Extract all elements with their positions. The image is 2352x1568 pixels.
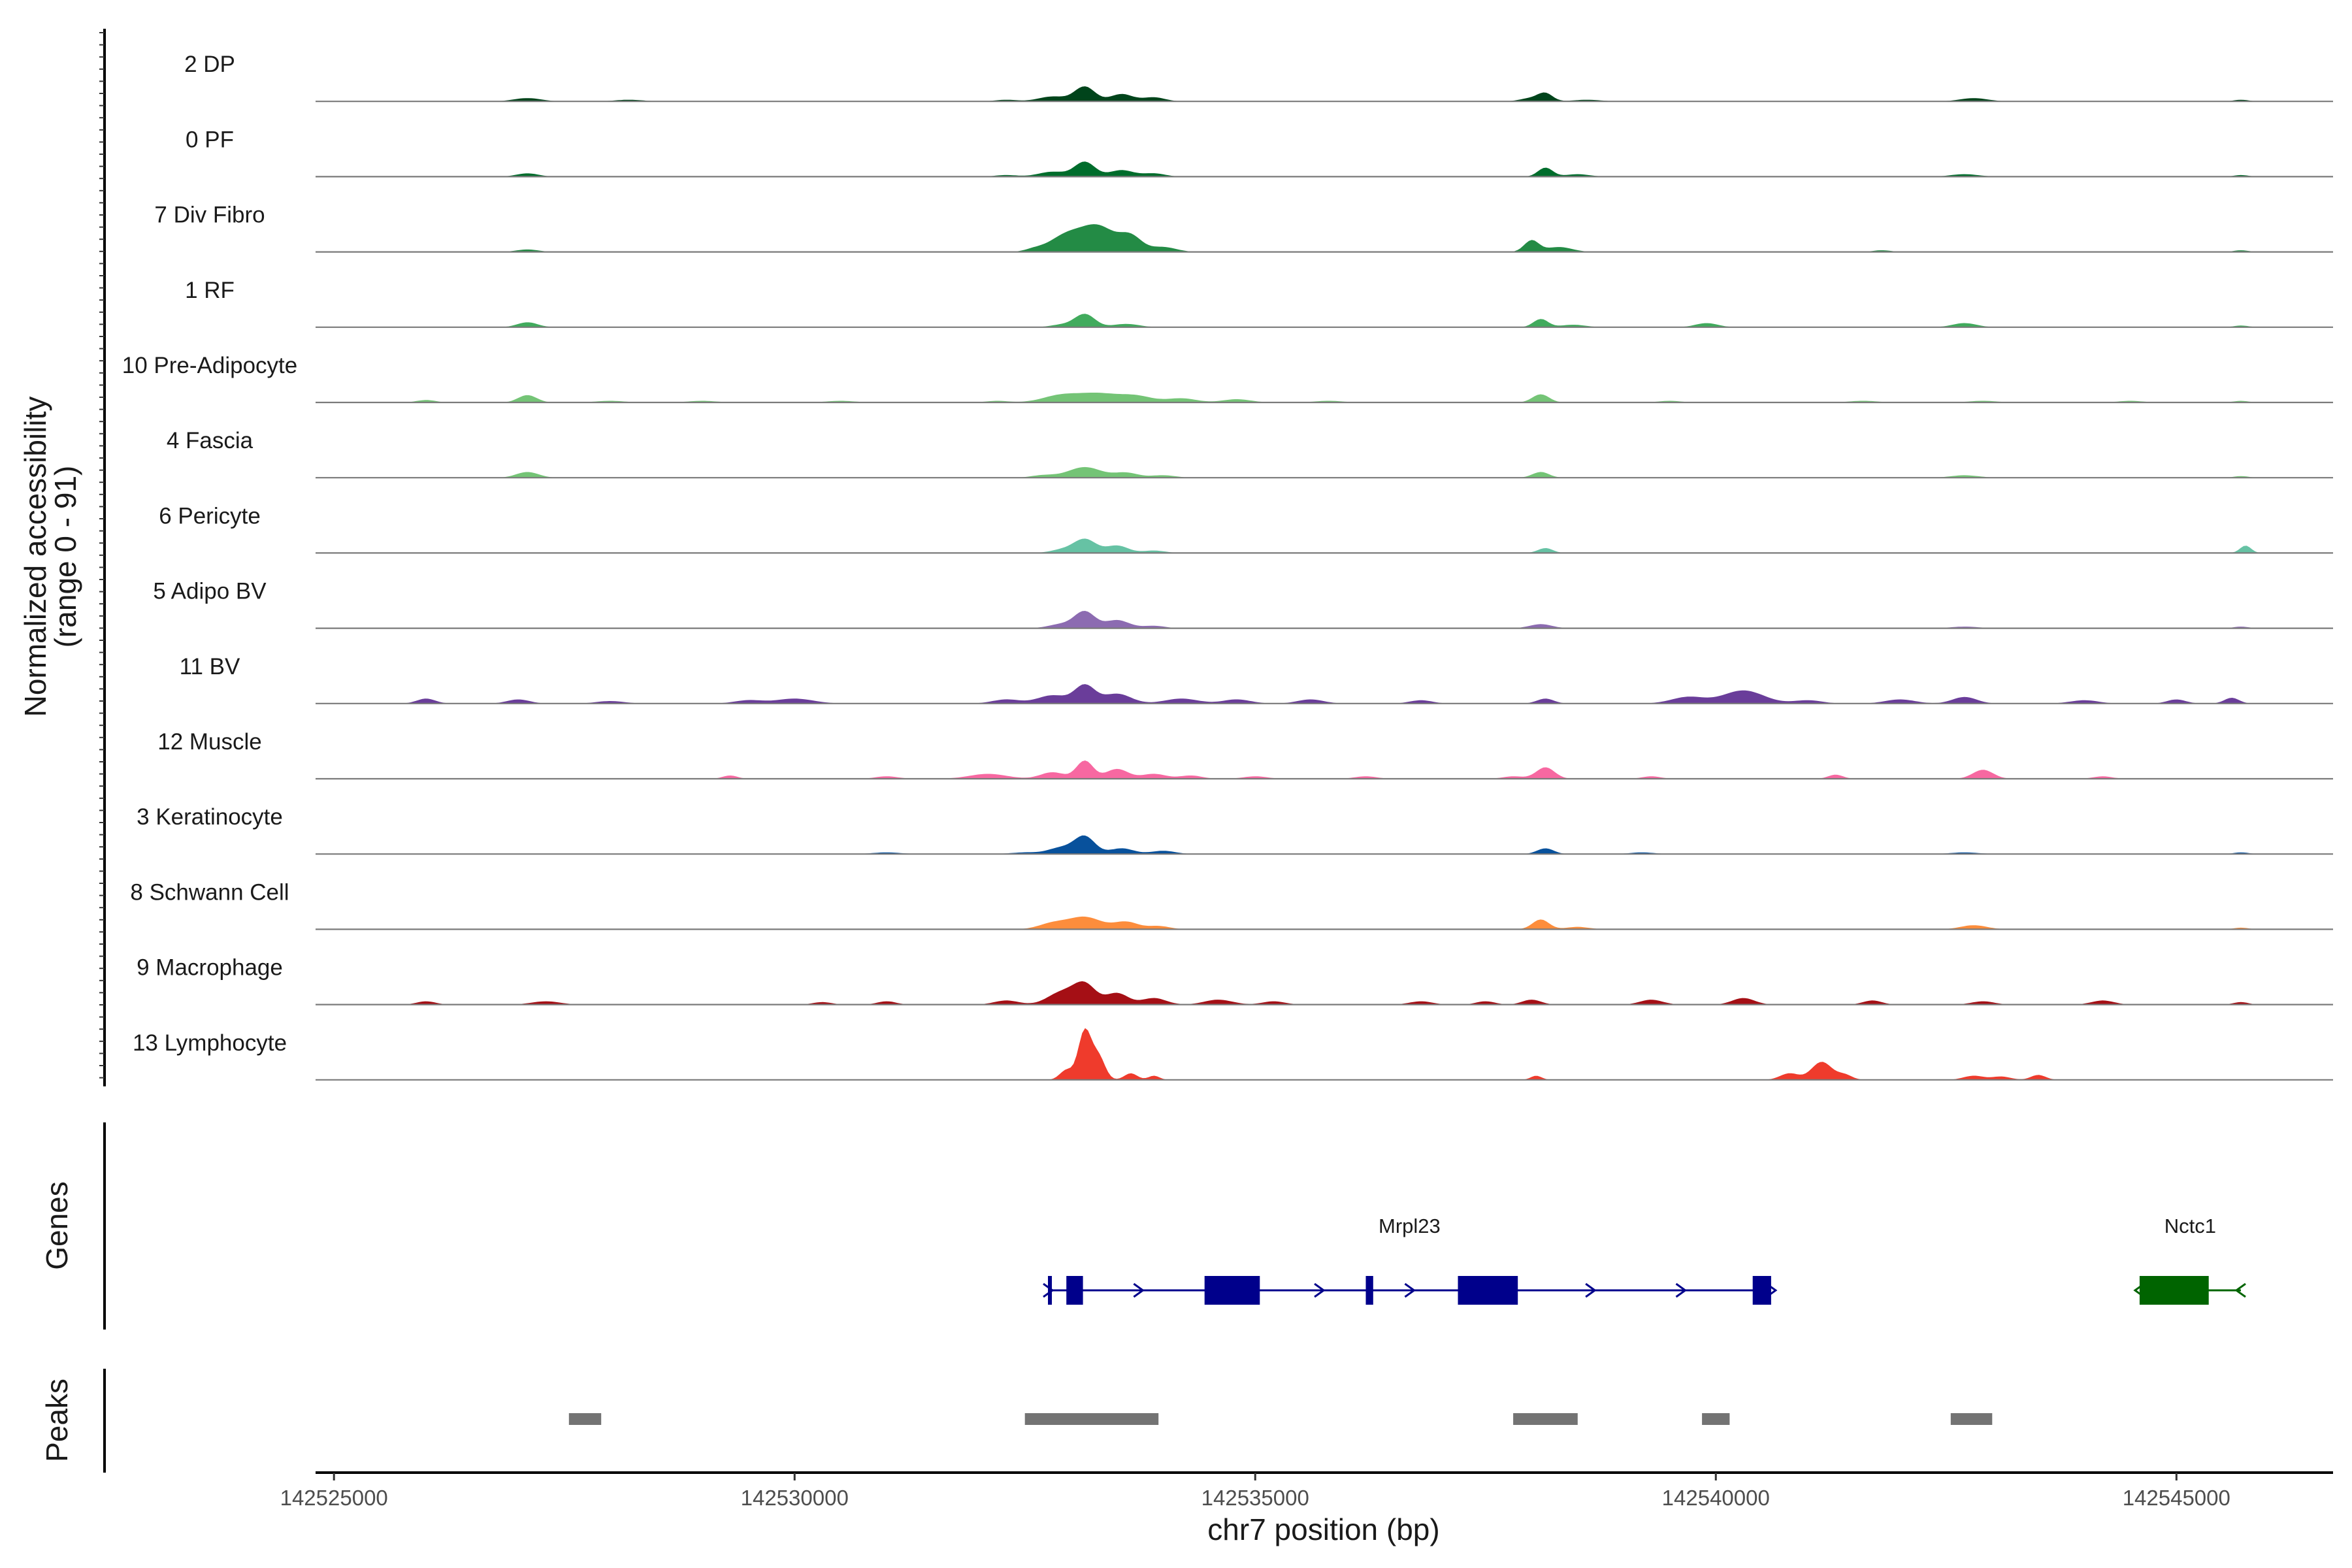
y-axis-range: (range 0 - 91)	[48, 466, 82, 648]
track-13: 13 Lymphocyte	[133, 1028, 2333, 1081]
gene-exon	[1048, 1276, 1052, 1305]
x-tick-label: 142535000	[1201, 1486, 1309, 1510]
genes-track-title: Genes	[40, 1181, 74, 1270]
track-area	[316, 314, 2333, 327]
gene-exon	[1458, 1276, 1518, 1305]
peaks-track-title: Peaks	[40, 1379, 74, 1462]
x-tick-label: 142540000	[1662, 1486, 1770, 1510]
track-label: 2 DP	[184, 52, 235, 77]
track-area	[316, 835, 2333, 855]
peak-region	[1702, 1413, 1730, 1425]
peak-region	[568, 1413, 602, 1425]
track-label: 12 Muscle	[157, 729, 262, 755]
x-tick-label: 142525000	[280, 1486, 388, 1510]
coverage-tracks: 2 DP 0 PF 7 Div Fibro 1 RF 10 Pre-Adipocyte 4…	[122, 52, 2333, 1081]
strand-arrow	[1043, 1282, 1054, 1298]
x-tick-label: 142530000	[741, 1486, 849, 1510]
track-3: 1 RF	[185, 278, 2333, 328]
track-label: 7 Div Fibro	[154, 203, 265, 228]
track-label: 10 Pre-Adipocyte	[122, 353, 297, 378]
track-9: 12 Muscle	[157, 729, 2333, 780]
track-label: 0 PF	[186, 127, 234, 152]
gene-label: Mrpl23	[1379, 1215, 1441, 1237]
gene-label: Nctc1	[2164, 1215, 2216, 1237]
track-area	[316, 538, 2333, 553]
track-8: 11 BV	[180, 654, 2333, 704]
gene-exon	[1204, 1276, 1260, 1305]
track-0: 2 DP	[184, 52, 2333, 103]
gene-mrpl23: Mrpl23	[1043, 1215, 1778, 1305]
track-area	[316, 224, 2333, 252]
track-4: 10 Pre-Adipocyte	[122, 353, 2333, 404]
gene-nctc1: Nctc1	[2133, 1215, 2246, 1305]
strand-arrow	[1314, 1282, 1326, 1298]
strand-arrow	[1675, 1282, 1688, 1298]
track-label: 3 Keratinocyte	[137, 804, 283, 830]
x-axis-title: chr7 position (bp)	[1207, 1512, 1439, 1546]
track-label: 5 Adipo BV	[153, 579, 267, 604]
strand-arrow	[1133, 1282, 1145, 1298]
peak-region	[1024, 1413, 1159, 1425]
genes-track: Mrpl23 Nctc1	[1043, 1215, 2246, 1305]
track-area	[316, 86, 2333, 102]
x-tick-label: 142545000	[2123, 1486, 2230, 1510]
gene-exon	[1066, 1276, 1083, 1305]
peak-region	[1513, 1413, 1578, 1425]
strand-arrow	[1404, 1282, 1416, 1298]
track-11: 8 Schwann Cell	[130, 879, 2333, 930]
gene-exon	[1752, 1276, 1771, 1305]
track-5: 4 Fascia	[167, 428, 2333, 479]
y-axis	[99, 29, 106, 1086]
track-6: 6 Pericyte	[159, 503, 2333, 554]
track-area	[316, 466, 2333, 478]
x-axis: 142525000 142530000 142535000 142540000 1425…	[280, 1471, 2333, 1510]
track-area	[316, 760, 2333, 779]
track-area	[316, 684, 2333, 704]
gene-exon	[2139, 1276, 2209, 1305]
track-area	[316, 161, 2333, 177]
y-axis-title: Normalized accessibility	[18, 397, 52, 717]
track-area	[316, 611, 2333, 629]
strand-arrow	[2234, 1282, 2246, 1298]
track-label: 11 BV	[180, 654, 240, 679]
track-label: 13 Lymphocyte	[133, 1030, 287, 1056]
track-area	[316, 393, 2333, 402]
track-label: 9 Macrophage	[137, 955, 283, 981]
track-2: 7 Div Fibro	[154, 203, 2333, 253]
track-label: 6 Pericyte	[159, 503, 261, 529]
strand-arrow	[1585, 1282, 1597, 1298]
track-label: 8 Schwann Cell	[130, 879, 289, 905]
track-7: 5 Adipo BV	[153, 579, 2333, 629]
peaks-track	[568, 1413, 1993, 1425]
track-area	[316, 981, 2333, 1005]
gene-exon	[1365, 1276, 1373, 1305]
track-10: 3 Keratinocyte	[137, 804, 2333, 855]
track-1: 0 PF	[186, 127, 2333, 178]
track-12: 9 Macrophage	[137, 955, 2333, 1005]
track-area	[316, 1028, 2333, 1080]
track-area	[316, 916, 2333, 930]
track-label: 1 RF	[185, 278, 235, 303]
peak-region	[1950, 1413, 1993, 1425]
track-label: 4 Fascia	[167, 428, 253, 453]
